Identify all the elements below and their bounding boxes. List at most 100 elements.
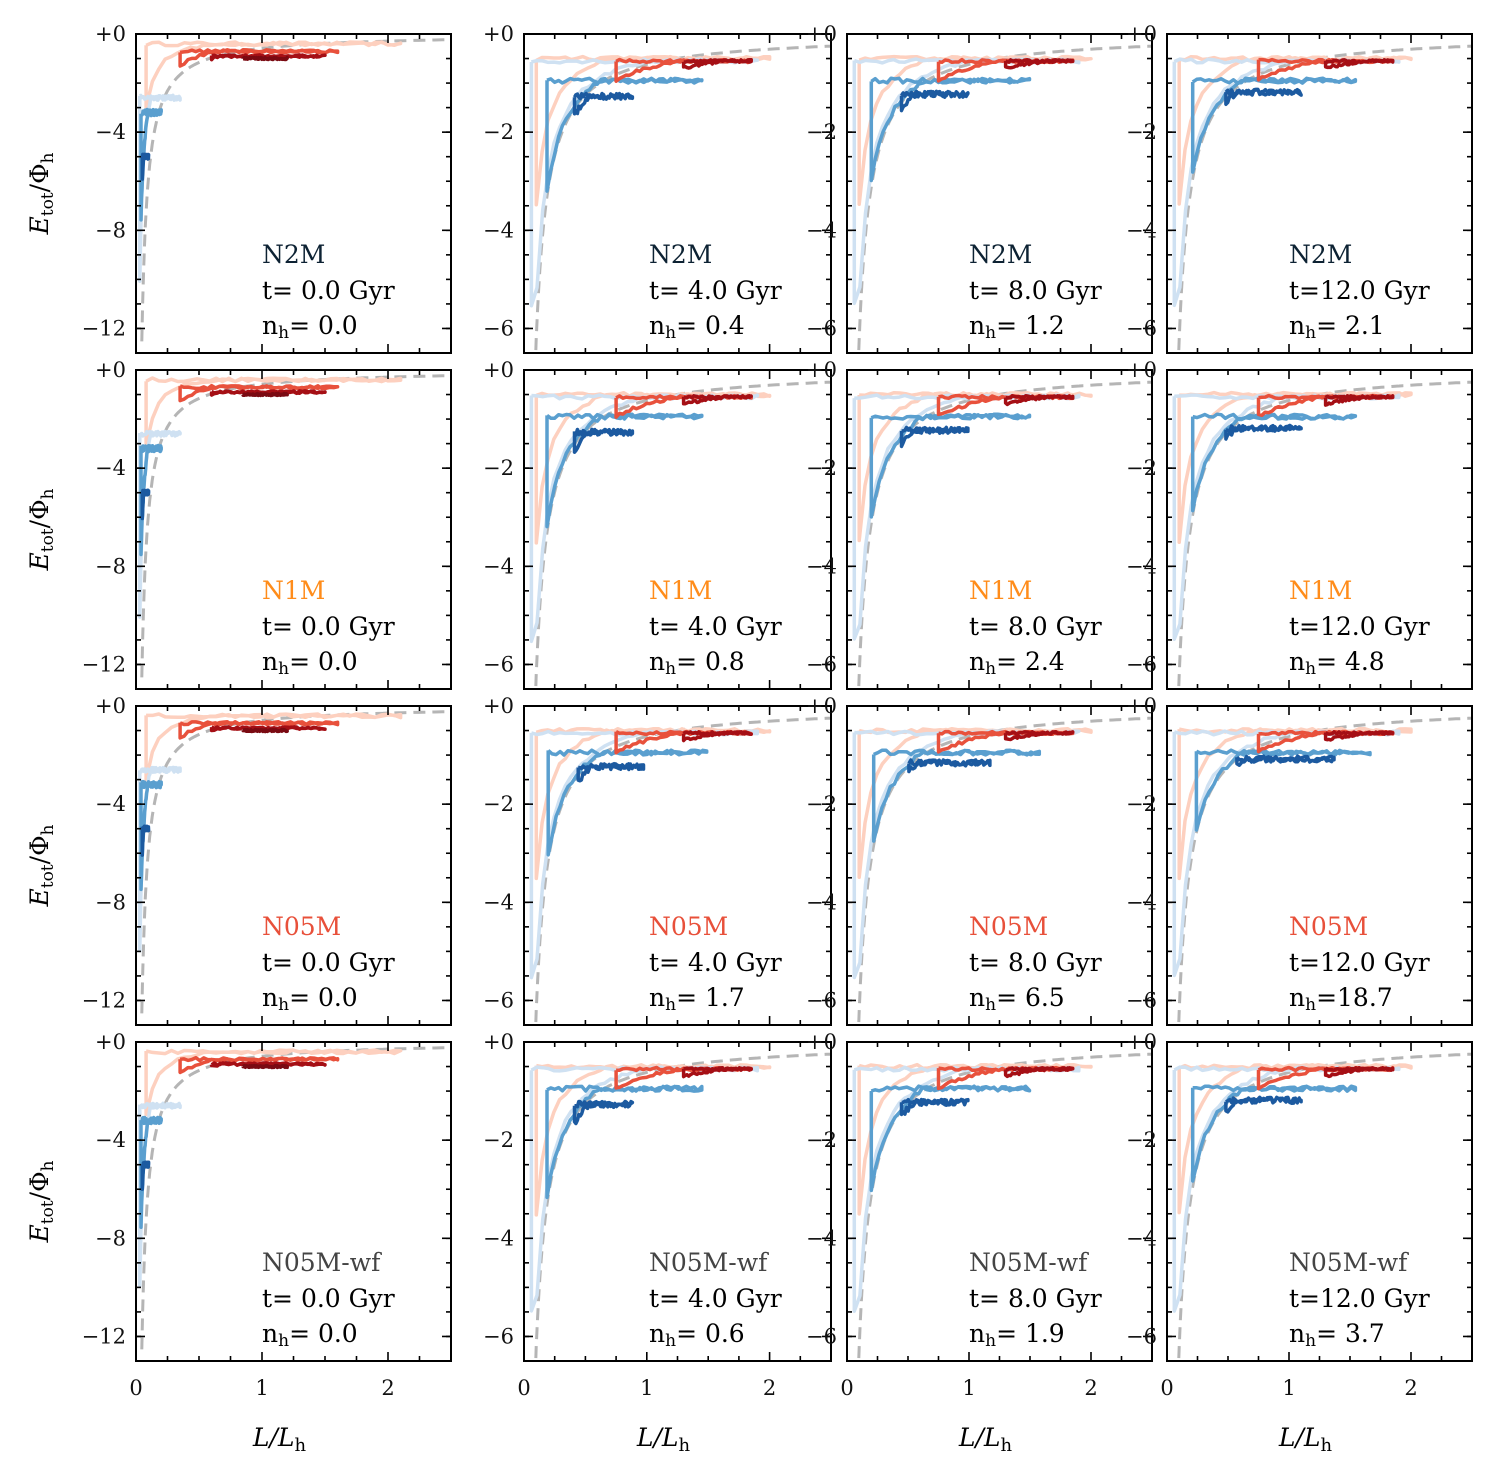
y-axis-label: Etot/Φh — [25, 488, 58, 571]
time-label: t= 8.0 Gyr — [969, 276, 1102, 305]
density-contour-2 — [529, 393, 760, 644]
model-name-label: N1M — [649, 576, 712, 605]
density-contour-2 — [1172, 1065, 1401, 1313]
y-tick-label: −2 — [806, 120, 837, 144]
panel-r4-c4: +0 −2 −4 −6 0 1 2 L/Lh N05M-wf t=12.0 Gyr nh= 3.7 — [1126, 1030, 1473, 1456]
time-label: t= 0.0 Gyr — [262, 948, 395, 977]
density-contour-2 — [138, 1101, 182, 1288]
y-tick-label: +0 — [1126, 1030, 1157, 1054]
panel-r4-c1: +0 −4 −8 −12 0 1 2 L/Lh Etot/Φh N05M-wf t= 0.0 Gyr… — [25, 1030, 452, 1456]
density-contour-3 — [869, 76, 1032, 183]
model-name-label: N05M — [262, 912, 341, 941]
density-contour-2 — [1172, 57, 1401, 308]
density-contour-6 — [241, 55, 289, 62]
time-label: t= 4.0 Gyr — [649, 1284, 782, 1313]
x-axis-label: L/Lh — [252, 1423, 307, 1456]
y-tick-label: −6 — [483, 1324, 514, 1348]
panel-r4-c2: +0 −2 −4 −6 0 1 2 L/Lh N05M-wf t= 4.0 Gyr nh= 0.6 — [483, 1030, 832, 1456]
axes-frame — [135, 1041, 452, 1362]
model-name-label: N1M — [262, 576, 325, 605]
x-axis-label: L/Lh — [958, 1423, 1013, 1456]
density-contour-7 — [140, 488, 151, 521]
model-name-label: N05M-wf — [1289, 1248, 1409, 1277]
density-contour-6 — [241, 391, 289, 398]
time-label: t= 8.0 Gyr — [969, 948, 1102, 977]
y-tick-label: −6 — [483, 652, 514, 676]
panel-r3-c2: +0 −2 −4 −6 N05M t= 4.0 Gyr nh= 1.7 — [483, 694, 832, 1026]
density-contour-6 — [1003, 394, 1075, 407]
density-contour-3 — [545, 76, 704, 193]
panel-r1-c4: +0 −2 −4 −6 N2M t=12.0 Gyr nh= 2.1 — [1126, 22, 1473, 354]
time-label: t=12.0 Gyr — [1289, 612, 1430, 641]
density-contour-1 — [534, 1063, 772, 1217]
density-contour-3 — [546, 748, 709, 857]
density-contour-2 — [529, 57, 760, 308]
density-contour-5 — [899, 89, 970, 113]
time-label: t= 0.0 Gyr — [262, 1284, 395, 1313]
density-contour-6 — [681, 730, 753, 743]
y-tick-label: −2 — [1126, 456, 1157, 480]
x-tick-label: 2 — [763, 1376, 776, 1400]
y-tick-label: −4 — [1126, 554, 1157, 578]
density-contour-2 — [138, 429, 182, 619]
y-tick-label: −4 — [95, 1128, 126, 1152]
density-contour-4 — [178, 47, 340, 68]
y-tick-label: −2 — [1126, 1128, 1157, 1152]
y-tick-label: +0 — [95, 22, 126, 46]
density-contour-5 — [572, 427, 635, 454]
y-tick-label: −6 — [806, 316, 837, 340]
axes-frame — [135, 369, 452, 690]
nh-label: nh= 4.8 — [1289, 647, 1385, 679]
y-tick-label: −2 — [483, 1128, 514, 1152]
nh-label: nh= 0.0 — [262, 1319, 358, 1351]
y-tick-label: −2 — [483, 456, 514, 480]
plot-area — [529, 716, 831, 1025]
density-contour-3 — [869, 1084, 1032, 1193]
x-tick-label: 1 — [962, 1376, 975, 1400]
density-contour-3 — [139, 107, 163, 222]
density-contour-5 — [1235, 754, 1336, 767]
time-label: t= 0.0 Gyr — [262, 276, 395, 305]
nh-label: nh= 1.7 — [649, 983, 745, 1015]
y-tick-label: −4 — [1126, 218, 1157, 242]
density-contour-3 — [1190, 1084, 1358, 1183]
density-contour-6 — [681, 394, 753, 406]
y-axis-label: Etot/Φh — [25, 824, 58, 907]
y-tick-label: −2 — [806, 456, 837, 480]
density-contour-3 — [545, 1084, 704, 1200]
y-tick-label: −4 — [483, 1226, 514, 1250]
density-contour-7 — [140, 1160, 151, 1191]
density-contour-5 — [1224, 423, 1303, 441]
axes-frame — [135, 705, 452, 1026]
plot-area — [852, 44, 1152, 353]
x-tick-label: 0 — [840, 1376, 853, 1400]
nh-label: nh= 2.1 — [1289, 311, 1385, 343]
density-contour-3 — [1194, 748, 1372, 832]
plot-area — [1172, 1052, 1472, 1361]
y-tick-label: −4 — [483, 554, 514, 578]
panel-r1-c3: +0 −2 −4 −6 N2M t= 8.0 Gyr nh= 1.2 — [806, 22, 1153, 354]
panel-r2-c2: +0 −2 −4 −6 N1M t= 4.0 Gyr nh= 0.8 — [483, 358, 832, 690]
density-contour-2 — [529, 729, 760, 980]
density-contour-3 — [139, 1115, 163, 1230]
density-contour-3 — [1190, 412, 1358, 513]
panel-r3-c3: +0 −2 −4 −6 N05M t= 8.0 Gyr nh= 6.5 — [806, 694, 1153, 1026]
panel-r2-c1: +0 −4 −8 −12 Etot/Φh N1M t= 0.0 Gyr nh= 0.0 — [25, 358, 452, 690]
y-tick-label: −2 — [806, 1128, 837, 1152]
panel-r2-c3: +0 −2 −4 −6 N1M t= 8.0 Gyr nh= 2.4 — [806, 358, 1153, 690]
x-tick-label: 0 — [1160, 1376, 1173, 1400]
panel-r2-c4: +0 −2 −4 −6 N1M t=12.0 Gyr nh= 4.8 — [1126, 358, 1473, 690]
density-contour-1 — [144, 712, 403, 783]
nh-label: nh= 0.0 — [262, 983, 358, 1015]
panel-r1-c2: +0 −2 −4 −6 N2M t= 4.0 Gyr nh= 0.4 — [483, 22, 832, 354]
density-contour-2 — [529, 1065, 760, 1313]
y-tick-label: −12 — [82, 1324, 126, 1348]
y-tick-label: −8 — [95, 218, 126, 242]
x-tick-label: 2 — [1084, 1376, 1097, 1400]
axes-frame — [135, 33, 452, 354]
density-contour-2 — [852, 57, 1081, 306]
density-contour-3 — [139, 443, 163, 557]
y-tick-label: −6 — [483, 316, 514, 340]
density-contour-6 — [241, 727, 289, 734]
nh-label: nh= 6.5 — [969, 983, 1065, 1015]
